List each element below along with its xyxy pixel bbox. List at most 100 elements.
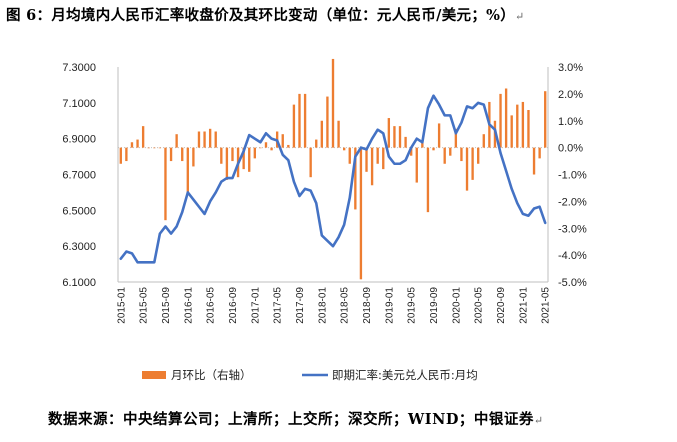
x-tick-label: 2020-01 — [451, 287, 462, 324]
bar-mom-2021-04 — [538, 147, 541, 159]
x-tick-label: 2020-09 — [496, 287, 507, 324]
bar-mom-2020-04 — [471, 147, 474, 180]
bar-mom-2016-09 — [231, 147, 234, 162]
bar-mom-2015-01 — [119, 147, 122, 164]
x-tick-label: 2016-05 — [206, 287, 217, 324]
bar-mom-2020-03 — [465, 147, 469, 191]
line-series — [119, 94, 547, 264]
bar-mom-2018-03 — [331, 58, 335, 148]
bar-mom-2020-10 — [504, 88, 508, 148]
x-tick-label: 2016-09 — [228, 287, 239, 324]
bar-mom-2017-10 — [303, 93, 307, 148]
bar-mom-2019-05 — [410, 147, 413, 156]
figure-title: 图 6：月均境内人民币汇率收盘价及其环比变动（单位：元人民币/美元；%）↵ — [6, 4, 676, 28]
source-return-mark-icon: ↵ — [533, 414, 544, 427]
bar-mom-2019-08 — [426, 147, 430, 213]
bar-mom-2017-11 — [309, 147, 312, 178]
bar-mom-2018-01 — [320, 120, 324, 148]
bar-mom-2017-12 — [315, 139, 318, 148]
line-spot-rate — [119, 94, 547, 264]
bar-mom-2017-08 — [292, 104, 296, 148]
bar-mom-2021-01 — [521, 101, 525, 148]
x-tick-label: 2018-09 — [362, 287, 373, 324]
bar-mom-2015-04 — [136, 139, 139, 148]
bar-mom-2021-05 — [544, 91, 547, 148]
bar-mom-2018-12 — [382, 147, 385, 170]
bar-mom-2019-11 — [443, 147, 446, 164]
source-note: 数据来源：中央结算公司；上清所；上交所；深交所；WIND；中银证券↵ — [48, 408, 668, 430]
left-tick-label: 6.7000 — [62, 170, 96, 182]
bar-mom-2016-07 — [220, 147, 223, 164]
bar-mom-2018-02 — [326, 96, 329, 148]
left-tick-label: 6.5000 — [62, 205, 96, 217]
bar-mom-2018-08 — [359, 147, 363, 280]
bar-mom-2019-02 — [393, 126, 396, 148]
left-tick-label: 6.1000 — [62, 277, 96, 289]
left-tick-label: 6.9000 — [62, 134, 96, 146]
x-axis-ticks: 2015-01 2015-05 2015-09 2016-01 2016-05 2016-… — [116, 287, 551, 324]
bar-mom-2019-10 — [437, 123, 441, 148]
return-mark-icon: ↵ — [515, 10, 525, 23]
bar-mom-2016-12 — [248, 147, 251, 172]
bar-mom-2015-12 — [181, 147, 184, 162]
bar-mom-2016-03 — [197, 131, 201, 148]
bar-mom-2015-11 — [175, 134, 178, 148]
bar-mom-2020-09 — [499, 93, 502, 148]
bar-mom-2016-02 — [192, 147, 195, 167]
left-axis-ticks: 6.1000 6.3000 6.5000 6.7000 6.9000 7.1000 7.30… — [62, 62, 96, 289]
x-tick-label: 2015-01 — [116, 287, 127, 324]
right-tick-label: 2.0% — [558, 89, 583, 101]
right-tick-label: 1.0% — [558, 116, 583, 128]
bar-mom-2021-02 — [527, 110, 530, 148]
legend-line-label: 即期汇率:美元兑人民币:月均 — [332, 368, 478, 382]
bar-mom-2019-06 — [415, 147, 418, 183]
left-tick-label: 6.3000 — [62, 241, 96, 253]
x-tick-label: 2018-05 — [340, 287, 351, 324]
x-tick-label: 2019-09 — [429, 287, 440, 324]
bar-mom-2019-01 — [387, 118, 391, 148]
bar-mom-2016-11 — [242, 147, 245, 170]
bar-mom-2015-09 — [164, 147, 167, 221]
bar-mom-2020-12 — [516, 104, 519, 148]
bar-mom-2016-05 — [208, 128, 212, 148]
bar-mom-2017-03 — [264, 142, 268, 148]
x-tick-label: 2015-05 — [139, 287, 150, 324]
bar-mom-2018-11 — [376, 147, 379, 164]
legend-bar-swatch — [142, 371, 166, 379]
figure-title-text: 图 6：月均境内人民币汇率收盘价及其环比变动（单位：元人民币/美元；%） — [6, 7, 516, 24]
x-tick-label: 2021-01 — [518, 287, 529, 324]
right-tick-label: -5.0% — [558, 277, 587, 289]
x-tick-label: 2017-01 — [250, 287, 261, 324]
right-tick-label: -2.0% — [558, 196, 587, 208]
bar-mom-2015-02 — [125, 147, 128, 162]
bar-mom-2020-02 — [460, 147, 463, 162]
bar-mom-2020-06 — [482, 134, 485, 148]
bar-mom-2018-07 — [354, 147, 357, 210]
bar-mom-2015-06 — [147, 147, 150, 149]
bar-mom-2017-07 — [287, 144, 290, 148]
x-tick-label: 2021-05 — [541, 287, 552, 324]
legend: 月环比（右轴） 即期汇率:美元兑人民币:月均 — [142, 368, 478, 382]
bar-mom-2018-06 — [348, 147, 351, 164]
x-tick-label: 2017-09 — [295, 287, 306, 324]
bar-mom-2015-05 — [141, 126, 145, 148]
bar-mom-2019-04 — [404, 136, 407, 148]
bar-mom-2015-07 — [153, 147, 156, 149]
right-tick-label: 3.0% — [558, 62, 583, 74]
bar-mom-2015-10 — [169, 147, 173, 162]
right-tick-label: -4.0% — [558, 250, 587, 262]
bar-mom-2020-05 — [477, 147, 480, 164]
bar-mom-2018-09 — [365, 147, 368, 172]
bar-mom-2019-07 — [421, 142, 424, 148]
source-text: 数据来源：中央结算公司；上清所；上交所；深交所；WIND；中银证券 — [48, 411, 534, 428]
bar-mom-2020-11 — [510, 115, 513, 148]
bar-mom-2016-01 — [186, 147, 189, 194]
x-tick-label: 2020-05 — [474, 287, 485, 324]
bar-mom-2016-08 — [225, 147, 229, 180]
bar-mom-2018-04 — [337, 120, 340, 148]
bar-mom-2021-03 — [532, 147, 536, 175]
right-tick-label: -3.0% — [558, 223, 587, 235]
bar-mom-2015-08 — [158, 147, 162, 149]
x-tick-label: 2017-05 — [273, 287, 284, 324]
